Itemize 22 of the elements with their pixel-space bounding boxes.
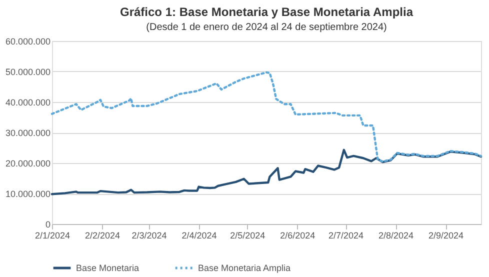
x-tick-label: 2/9/2024 bbox=[428, 230, 464, 240]
x-tick-label: 2/4/2024 bbox=[182, 230, 217, 240]
y-tick-label: 40.000.000 bbox=[5, 98, 50, 108]
y-tick-label: 50.000.000 bbox=[5, 67, 50, 77]
x-tick-label: 2/8/2024 bbox=[378, 230, 414, 240]
legend-label: Base Monetaria Amplia bbox=[198, 263, 291, 273]
y-tick-label: 30.000.000 bbox=[5, 128, 50, 138]
x-tick-label: 2/2/2024 bbox=[84, 230, 120, 240]
y-tick-label: 60.000.000 bbox=[5, 36, 50, 46]
line-series bbox=[50, 148, 482, 196]
legend-label: Base Monetaria bbox=[76, 263, 140, 273]
chart-subtitle: (Desde 1 de enero de 2024 al 24 de septiembre 2024) bbox=[146, 22, 387, 33]
y-tick-label: 10.000.000 bbox=[5, 189, 50, 199]
x-tick-label: 2/1/2024 bbox=[34, 230, 70, 240]
line-series bbox=[50, 71, 482, 163]
x-tick-label: 2/5/2024 bbox=[230, 230, 266, 240]
y-tick-label: 20.000.000 bbox=[5, 158, 50, 168]
chart-title: Gráfico 1: Base Monetaria y Base Monetaria Amplia bbox=[120, 5, 414, 19]
x-tick-label: 2/3/2024 bbox=[132, 230, 167, 240]
x-tick-label: 2/6/2024 bbox=[280, 230, 316, 240]
y-tick-label: 0 bbox=[45, 220, 50, 230]
x-tick-label: 2/7/2024 bbox=[328, 230, 364, 240]
